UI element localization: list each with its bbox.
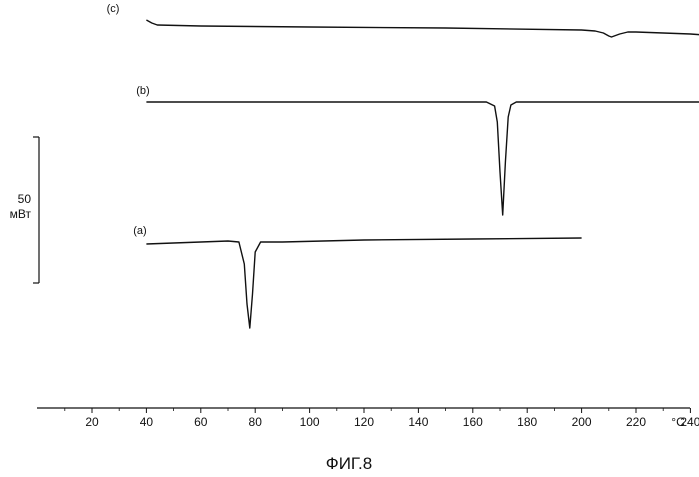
- x-tick-label-200: 200: [572, 415, 592, 429]
- x-tick-label-40: 40: [140, 415, 154, 429]
- series-label-a: (a): [133, 225, 146, 237]
- x-tick-label-80: 80: [249, 415, 263, 429]
- scale-unit: мВт: [10, 207, 32, 221]
- x-tick-label-20: 20: [85, 415, 99, 429]
- scale-bar: 50 мВт: [10, 137, 39, 283]
- x-tick-label-180: 180: [517, 415, 537, 429]
- x-tick-label-220: 220: [626, 415, 646, 429]
- series-line-a: [146, 238, 581, 328]
- series-line-b: [146, 102, 699, 215]
- x-tick-label-240: 240: [680, 415, 699, 429]
- x-tick-label-120: 120: [354, 415, 374, 429]
- series-line-c: [146, 20, 699, 390]
- series-label-c: (c): [107, 3, 120, 15]
- series-layer: (c) (b) (a): [107, 3, 699, 390]
- figure-caption: ФИГ.8: [326, 454, 372, 473]
- x-tick-label-160: 160: [463, 415, 483, 429]
- x-axis: °C 2040608010012014016018020022024026028…: [37, 408, 699, 429]
- x-tick-label-140: 140: [408, 415, 428, 429]
- x-tick-label-100: 100: [300, 415, 320, 429]
- scale-value: 50: [18, 192, 32, 206]
- series-label-b: (b): [136, 85, 149, 97]
- x-tick-label-60: 60: [194, 415, 208, 429]
